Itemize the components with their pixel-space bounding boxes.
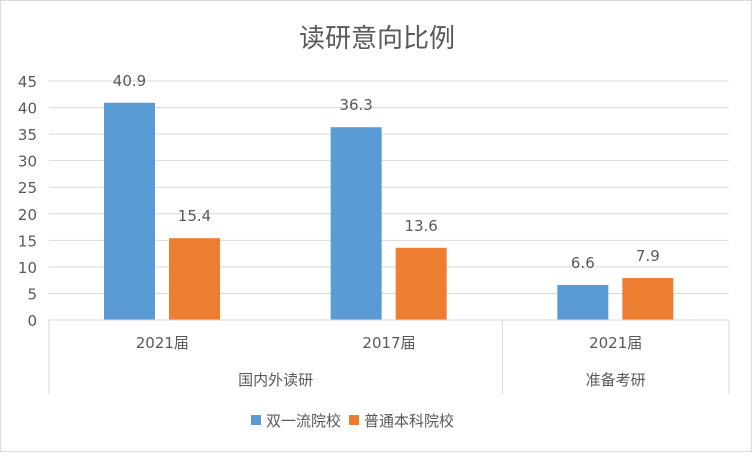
category-label: 2021届 <box>589 334 642 352</box>
bar-double-first-class <box>330 127 382 320</box>
legend-label: 普通本科院校 <box>364 412 454 430</box>
y-tick-label: 15 <box>18 232 37 250</box>
bar-regular-undergrad <box>622 278 674 320</box>
y-tick-label: 40 <box>18 100 37 118</box>
group-label: 国内外读研 <box>238 371 313 389</box>
y-tick-label: 35 <box>18 126 37 144</box>
bar-double-first-class <box>557 284 609 320</box>
bar-double-first-class <box>104 102 155 320</box>
legend-label: 双一流院校 <box>266 412 341 430</box>
legend-swatch <box>349 415 359 425</box>
y-tick-label: 10 <box>18 259 37 277</box>
y-tick-label: 0 <box>27 312 37 330</box>
legend-swatch <box>251 415 261 425</box>
y-tick-label: 45 <box>18 73 37 91</box>
data-label: 6.6 <box>571 254 595 272</box>
data-label: 13.6 <box>404 217 437 235</box>
bar-regular-undergrad <box>169 238 220 320</box>
category-label: 2021届 <box>136 334 189 352</box>
data-label: 7.9 <box>636 247 660 265</box>
bar-regular-undergrad <box>395 247 447 320</box>
y-tick-label: 30 <box>18 153 37 171</box>
y-tick-label: 20 <box>18 206 37 224</box>
group-label: 准备考研 <box>586 371 646 389</box>
y-tick-label: 5 <box>27 285 37 303</box>
data-label: 40.9 <box>113 72 146 90</box>
data-label: 36.3 <box>339 96 372 114</box>
category-label: 2017届 <box>362 334 415 352</box>
y-tick-label: 25 <box>18 179 37 197</box>
data-label: 15.4 <box>178 207 211 225</box>
chart-title: 读研意向比例 <box>299 24 455 54</box>
